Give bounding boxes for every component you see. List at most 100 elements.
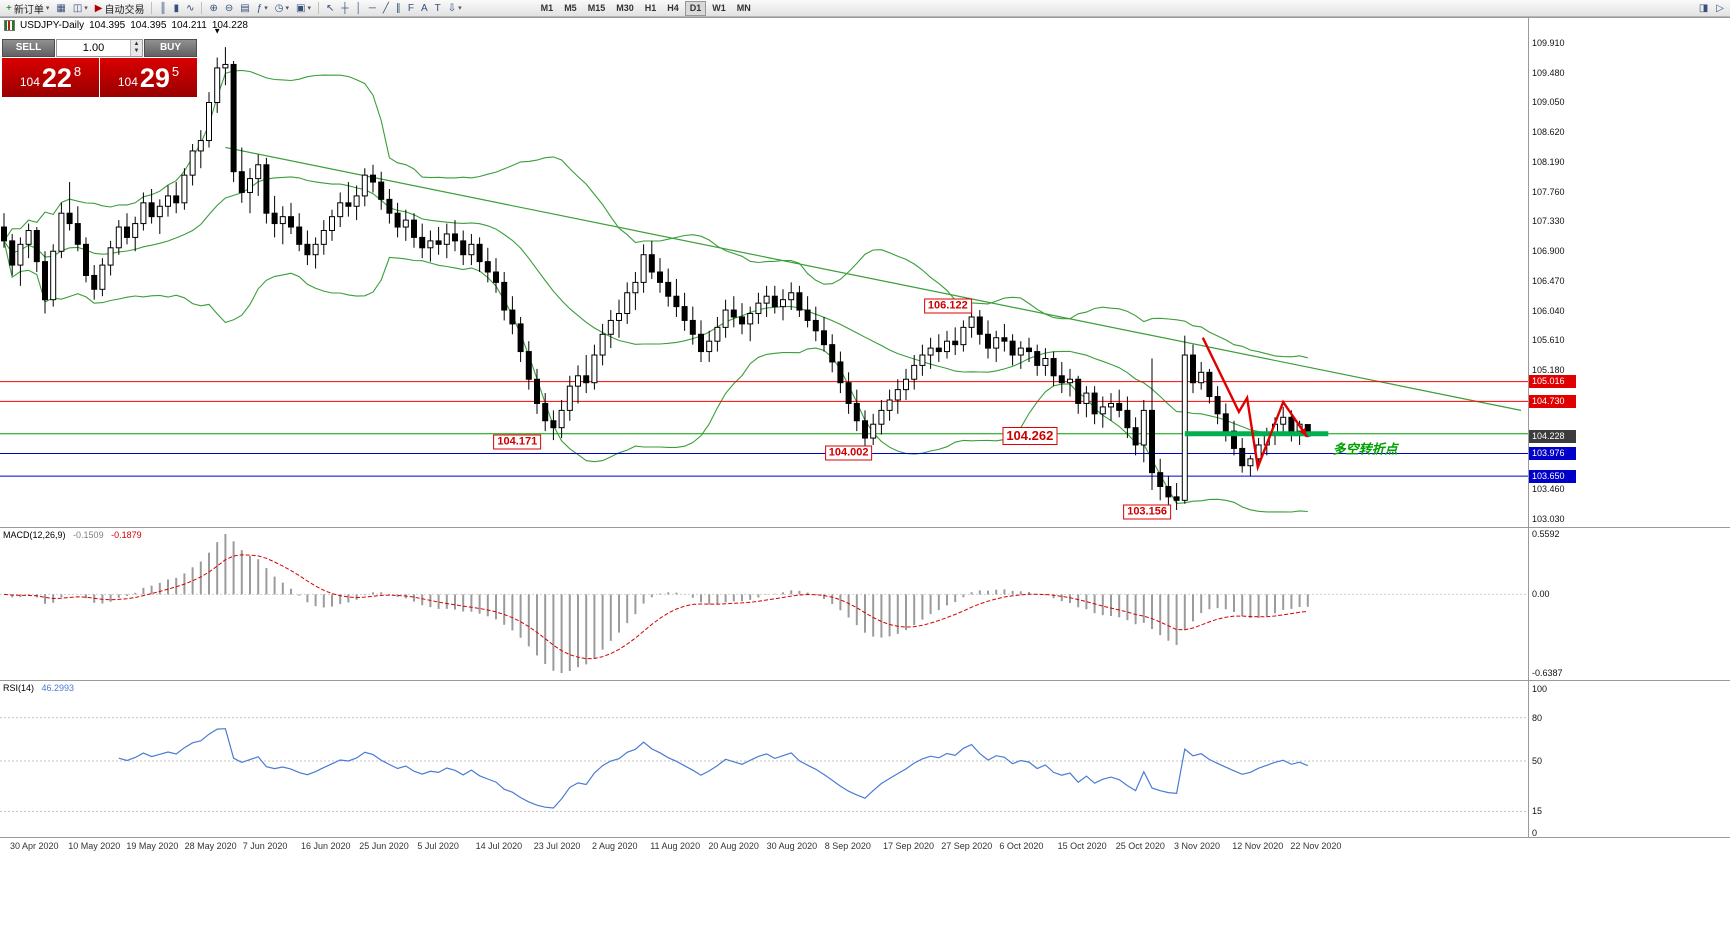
candle-body <box>1280 416 1287 425</box>
candle-body <box>780 299 786 308</box>
candle-body <box>665 281 672 297</box>
timeframe-m5-button[interactable]: M5 <box>559 1 582 16</box>
candle-body <box>484 261 491 273</box>
channel-icon[interactable]: ∥ <box>393 1 404 16</box>
candle-body <box>657 271 663 283</box>
trendline-icon[interactable]: ╱ <box>380 1 392 16</box>
tile-windows-icon[interactable]: ▤ <box>237 1 252 16</box>
bollinger-upper-band <box>3 69 1308 359</box>
candle-body <box>214 67 221 103</box>
candle-body <box>263 164 270 214</box>
timeframe-mn-button[interactable]: MN <box>732 1 756 16</box>
candle-body <box>1149 409 1155 474</box>
buy-price-panel[interactable]: 104 29 5 <box>100 58 197 97</box>
bars-chart-icon[interactable]: ║ <box>156 1 169 16</box>
candle-body <box>960 326 967 346</box>
candle-body <box>1001 337 1008 342</box>
timeframe-h1-button[interactable]: H1 <box>640 1 662 16</box>
chart-title-overlay: USDJPY-Daily 104.395 104.395 104.211 104… <box>4 20 248 31</box>
candle-body <box>616 313 622 321</box>
candle-body <box>255 164 262 180</box>
auto-trading-button[interactable]: ▶ 自动交易 <box>92 1 148 16</box>
candle-body <box>1231 430 1237 449</box>
sell-price-panel[interactable]: 104 22 8 <box>2 58 99 97</box>
sell-button[interactable]: SELL <box>2 39 55 57</box>
label-icon[interactable]: T <box>432 1 444 16</box>
candle-body <box>132 223 139 238</box>
timeframe-d1-button[interactable]: D1 <box>684 0 707 16</box>
crosshair-icon-glyph: ┼ <box>341 2 349 14</box>
volume-spinner[interactable]: ▲ ▼ <box>130 40 142 56</box>
new-order-glyph: + <box>6 2 12 14</box>
candle-body <box>1058 375 1065 384</box>
arrows-icon[interactable]: ⇩ ▾ <box>445 1 465 16</box>
candle-body <box>1206 371 1213 398</box>
auto-trading-glyph: ▶ <box>94 2 103 14</box>
candle-body <box>402 219 409 228</box>
charts-icon[interactable]: ▦ <box>53 1 68 16</box>
cursor-icon[interactable]: ↖ <box>323 1 337 16</box>
volume-field[interactable]: 1.00 ▲ ▼ <box>56 39 143 57</box>
candle-body <box>58 212 65 252</box>
periods-icon[interactable]: ◷ ▾ <box>272 1 292 16</box>
timeframe-toolbar: M1 M5 M15 M30 H1 H4 D1 W1 MN <box>536 0 756 16</box>
templates-icon[interactable]: ▣ ▾ <box>293 1 314 16</box>
new-order-button[interactable]: + 新订单 ▾ <box>3 1 52 16</box>
line-chart-icon[interactable]: ∿ <box>183 1 197 16</box>
candle-body <box>468 243 475 256</box>
macd-indicator-label: MACD(12,26,9) -0.1509 -0.1879 <box>3 530 142 540</box>
timeframe-w1-button[interactable]: W1 <box>707 1 731 16</box>
indicators-icon[interactable]: ƒ ▾ <box>254 1 271 16</box>
candle-body <box>911 364 918 380</box>
candle-body <box>386 198 393 214</box>
candle-body <box>443 233 450 245</box>
sell-price-pips: 22 <box>41 62 72 93</box>
zoom-out-icon[interactable]: ⊖ <box>222 1 236 16</box>
candle-body <box>853 402 860 422</box>
candle-body <box>640 254 647 283</box>
cursor-icon-glyph: ↖ <box>326 2 335 14</box>
candle-body <box>1173 496 1180 501</box>
candle-body <box>501 281 508 311</box>
fibonacci-icon[interactable]: F <box>405 1 417 16</box>
vertical-line-icon[interactable]: │ <box>353 1 365 16</box>
candle-body <box>370 174 376 183</box>
candle-body <box>9 240 16 266</box>
candle-body <box>558 409 565 429</box>
timeframe-m30-button[interactable]: M30 <box>611 1 639 16</box>
horizontal-line-icon[interactable]: ─ <box>366 1 379 16</box>
toolbar-separator <box>151 2 153 14</box>
chart-shift-icon[interactable]: ◨ <box>1696 1 1711 16</box>
candle-body <box>493 271 499 283</box>
auto-scroll-icon[interactable]: ▷ <box>1713 1 1727 16</box>
timeframe-m15-button[interactable]: M15 <box>583 1 611 16</box>
horizontal-line-icon-glyph: ─ <box>368 2 376 14</box>
candle-body <box>788 292 795 301</box>
timeframe-m1-button[interactable]: M1 <box>536 1 559 16</box>
candle-body <box>1140 409 1147 446</box>
timeframe-h4-button[interactable]: H4 <box>662 1 684 16</box>
candle-body <box>435 240 442 245</box>
descending-trendline <box>225 146 1522 411</box>
indicators-icon-glyph: ƒ <box>256 2 263 14</box>
buy-price-point: 5 <box>171 63 180 79</box>
buy-button[interactable]: BUY <box>144 39 197 57</box>
chevron-down-icon: ▾ <box>285 5 290 12</box>
new-order-button-label: 新订单 <box>13 4 44 16</box>
profiles-icon[interactable]: ◫ ▾ <box>70 1 91 16</box>
periods-icon-glyph: ◷ <box>274 2 284 14</box>
text-icon[interactable]: A <box>418 1 431 16</box>
candlestick-chart-icon[interactable]: ▮ <box>171 1 183 16</box>
candle-body <box>566 385 573 411</box>
candle-body <box>361 174 368 197</box>
candle-body <box>1288 416 1295 432</box>
candle-body <box>632 281 639 294</box>
candle-body <box>329 216 335 231</box>
candle-body <box>542 402 549 422</box>
candle-body <box>156 205 163 218</box>
auto-trading-button-label: 自动交易 <box>104 4 145 16</box>
zoom-in-icon[interactable]: ⊕ <box>206 1 220 16</box>
chevron-down-icon: ▾ <box>458 5 462 12</box>
crosshair-icon[interactable]: ┼ <box>338 1 351 16</box>
